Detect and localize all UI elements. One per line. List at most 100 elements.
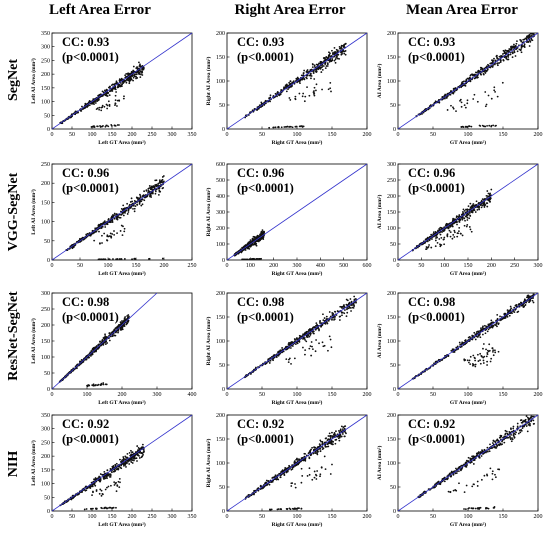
data-point <box>488 193 491 196</box>
data-point <box>158 187 161 190</box>
y-tick-label: 50 <box>219 485 225 491</box>
x-tick-label: 0 <box>397 132 400 138</box>
data-point <box>343 52 346 55</box>
data-point <box>450 349 453 352</box>
y-tick-label: 50 <box>44 495 50 501</box>
data-point <box>121 320 123 322</box>
panels: 0 50 100 150 200 250 300 3500501001502002503003… <box>30 31 543 528</box>
data-point <box>443 243 446 246</box>
data-point <box>329 338 332 341</box>
y-tick-label: 100 <box>41 100 50 106</box>
data-point <box>288 83 291 86</box>
data-point <box>490 62 493 64</box>
data-point <box>129 78 132 80</box>
data-point <box>92 383 95 386</box>
x-tick-label: 50 <box>430 132 436 138</box>
data-point <box>242 258 245 260</box>
data-point <box>155 183 158 186</box>
data-point <box>468 226 471 228</box>
data-point <box>89 487 92 490</box>
data-point <box>305 340 308 343</box>
x-tick-label: 0 <box>226 514 229 520</box>
data-point <box>463 359 466 362</box>
y-tick-label: 300 <box>216 210 225 216</box>
data-point <box>440 227 443 229</box>
column-title-right-area-error: Right Area Error <box>234 2 345 18</box>
data-point <box>466 126 469 128</box>
data-point <box>287 343 290 346</box>
p-value-label: (p<0.0001) <box>408 181 465 195</box>
data-point <box>325 56 328 58</box>
data-point <box>107 91 110 94</box>
x-tick-label: 300 <box>168 514 177 520</box>
data-point <box>331 49 333 52</box>
data-point <box>106 486 108 489</box>
data-point <box>104 333 106 336</box>
data-point <box>249 239 252 242</box>
data-point <box>462 208 465 211</box>
data-point <box>128 463 131 465</box>
data-point <box>135 73 138 76</box>
data-point <box>111 507 114 509</box>
data-point <box>532 289 534 291</box>
data-point <box>110 236 113 239</box>
data-point <box>468 217 471 220</box>
y-tick-label: 150 <box>387 55 396 61</box>
data-point <box>333 59 336 62</box>
data-point <box>291 126 294 129</box>
data-point <box>290 363 292 365</box>
data-point <box>464 219 466 222</box>
data-point <box>452 91 455 94</box>
data-point <box>505 55 507 58</box>
data-point <box>448 229 451 232</box>
data-point <box>302 125 305 128</box>
data-point <box>483 67 486 70</box>
y-tick-label: 300 <box>387 162 396 168</box>
data-point <box>327 88 330 91</box>
data-point <box>439 244 442 246</box>
data-point <box>126 202 129 205</box>
data-point <box>314 328 317 331</box>
data-point <box>99 126 102 128</box>
data-point <box>460 232 462 235</box>
data-point <box>494 125 497 127</box>
data-point <box>340 44 343 47</box>
data-point <box>485 103 488 106</box>
data-point <box>351 304 353 307</box>
data-point <box>106 473 109 476</box>
data-point <box>141 71 143 74</box>
x-tick-label: 150 <box>328 392 337 398</box>
data-point <box>303 78 306 81</box>
y-tick-label: 200 <box>387 31 396 37</box>
data-point <box>481 198 484 201</box>
data-point <box>116 105 118 107</box>
data-point <box>101 242 103 244</box>
data-point <box>310 354 313 357</box>
data-point <box>462 126 465 129</box>
data-point <box>91 101 94 104</box>
data-point <box>268 126 271 129</box>
data-point <box>312 326 314 329</box>
data-point <box>321 88 323 91</box>
cc-label: CC: 0.98 <box>62 295 109 309</box>
data-point <box>479 352 482 355</box>
y-tick-label: 100 <box>216 242 225 248</box>
data-point <box>276 351 279 354</box>
x-tick-label: 200 <box>534 132 543 138</box>
y-tick-label: 100 <box>387 226 396 232</box>
data-point <box>487 328 490 331</box>
data-point <box>332 316 335 319</box>
data-point <box>140 65 143 68</box>
y-tick-label: 300 <box>41 427 50 433</box>
p-value-label: (p<0.0001) <box>62 181 119 195</box>
data-point <box>467 213 470 216</box>
data-point <box>113 328 116 331</box>
data-point <box>527 295 530 298</box>
data-point <box>318 62 320 65</box>
data-point <box>499 61 502 64</box>
data-point <box>504 52 507 55</box>
data-point <box>501 81 504 84</box>
data-point <box>106 95 109 97</box>
data-point <box>269 96 272 99</box>
data-point <box>301 95 304 98</box>
